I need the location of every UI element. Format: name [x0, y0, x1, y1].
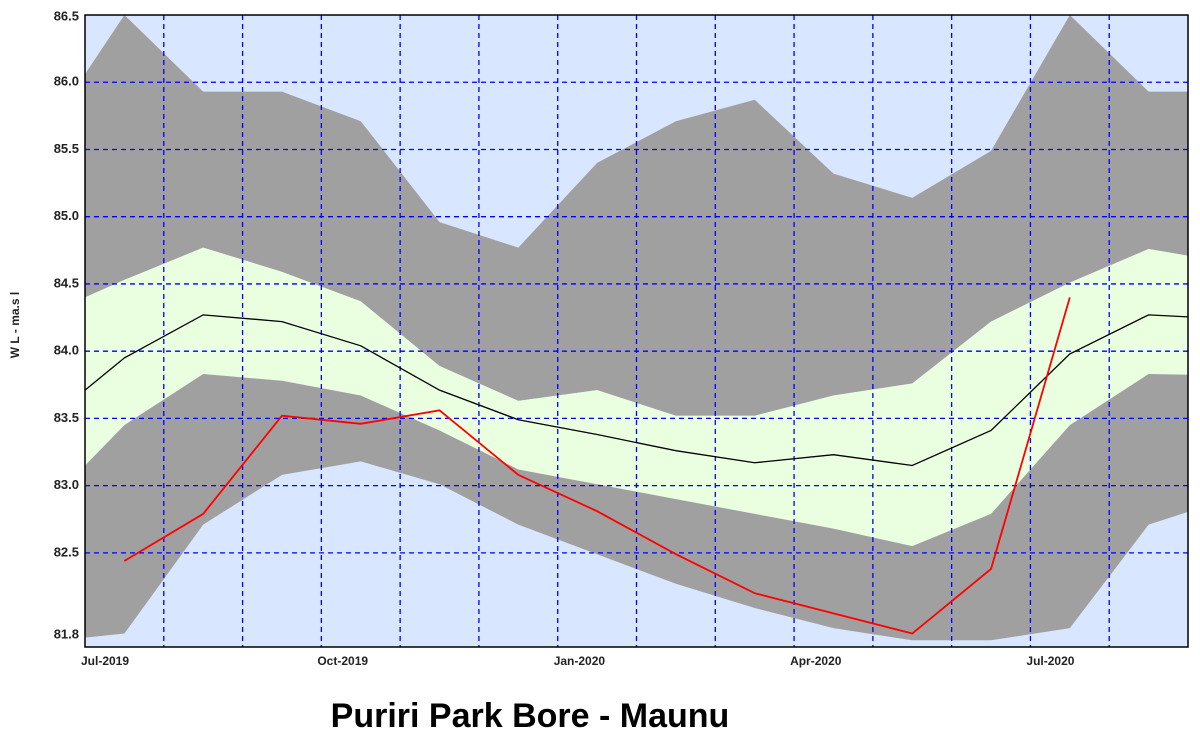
y-tick-label: 86.5 — [54, 8, 79, 23]
line — [85, 314, 1188, 467]
y-tick-label: 86.0 — [54, 74, 79, 89]
y-tick-label: 81.8 — [54, 626, 79, 641]
band — [85, 247, 1188, 547]
y-tick-label: 83.5 — [54, 410, 79, 425]
y-tick-label: 83.0 — [54, 477, 79, 492]
y-tick-label: 85.5 — [54, 141, 79, 156]
y-axis-label: W L - ma.s l — [8, 292, 22, 358]
y-tick-label: 85.0 — [54, 208, 79, 223]
band — [85, 374, 1188, 641]
x-tick-label: Jan-2020 — [554, 654, 606, 668]
x-tick-label: Oct-2019 — [317, 654, 368, 668]
x-tick-label: Jul-2020 — [1026, 654, 1074, 668]
y-tick-label: 84.5 — [54, 275, 79, 290]
y-tick-label: 84.0 — [54, 343, 79, 358]
x-tick-label: Apr-2020 — [790, 654, 842, 668]
x-tick-label: Jul-2019 — [81, 654, 129, 668]
y-tick-label: 82.5 — [54, 544, 79, 559]
line — [123, 297, 1071, 635]
chart-title: Puriri Park Bore - Maunu — [331, 697, 730, 735]
plot-area — [85, 15, 1188, 647]
plot-border — [84, 14, 1189, 648]
